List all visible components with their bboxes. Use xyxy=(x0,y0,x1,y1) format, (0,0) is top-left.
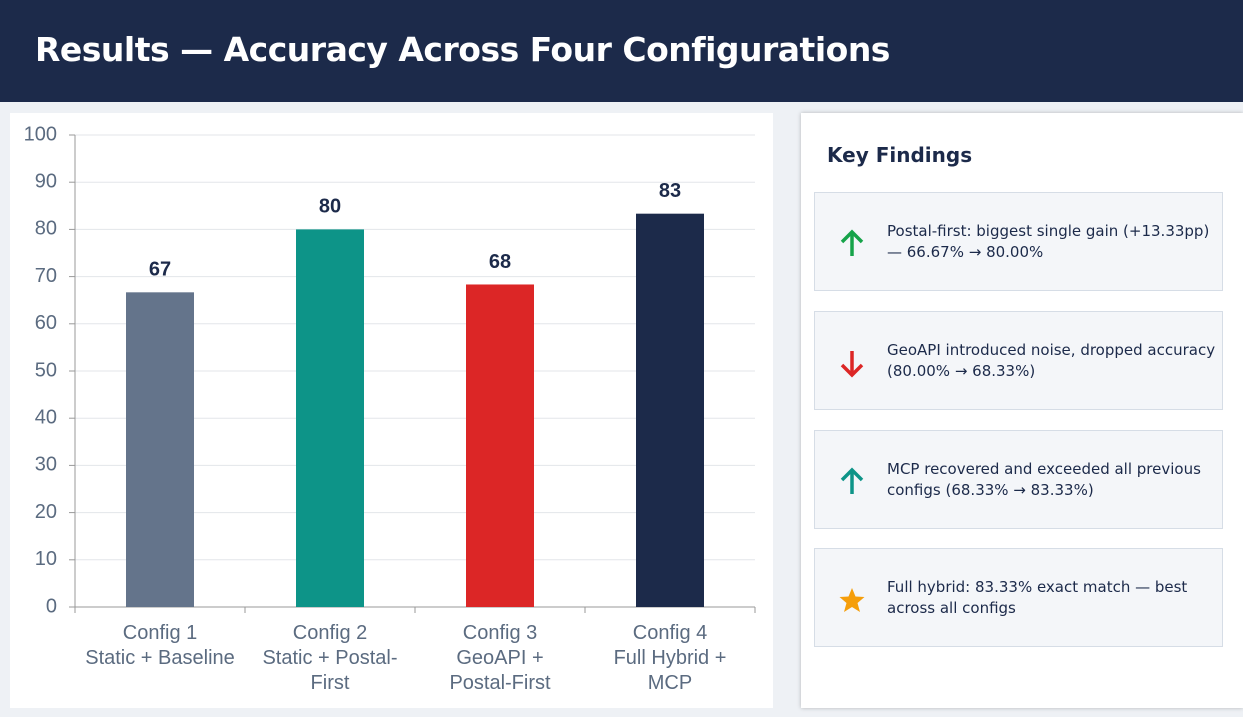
finding-card: GeoAPI introduced noise, dropped accurac… xyxy=(814,311,1223,410)
y-tick-label: 60 xyxy=(35,312,57,334)
y-tick-label: 30 xyxy=(35,454,57,476)
bar xyxy=(126,292,194,607)
value-label: 68 xyxy=(489,251,511,273)
star-icon xyxy=(839,588,865,612)
bar xyxy=(636,213,704,607)
x-tick-label: Config 4 Full Hybrid + MCP xyxy=(613,622,727,694)
bar xyxy=(466,284,534,607)
y-tick-label: 50 xyxy=(35,359,57,381)
value-label: 67 xyxy=(149,259,171,281)
bar xyxy=(296,229,364,607)
y-tick-label: 10 xyxy=(35,548,57,570)
value-label: 83 xyxy=(659,180,681,202)
findings-title: Key Findings xyxy=(827,143,973,167)
up-arrow-icon xyxy=(840,229,864,256)
chart: 0 10 20 30 40 50 60 70 80 90 100 67 80 68 83 xyxy=(24,123,756,617)
x-tick-label: Config 3 GeoAPI + Postal-First xyxy=(449,622,551,694)
chart-panel: 0 10 20 30 40 50 60 70 80 90 100 67 80 68 83 Config 1 … xyxy=(10,113,773,708)
finding-text: MCP recovered and exceeded all previous … xyxy=(887,459,1201,499)
finding-card: Full hybrid: 83.33% exact match — best a… xyxy=(814,548,1223,647)
x-tick-label: Config 1 Static + Baseline xyxy=(85,622,235,669)
y-tick-label: 100 xyxy=(24,123,57,145)
y-tick-label: 20 xyxy=(35,501,57,523)
page-title: Results — Accuracy Across Four Configura… xyxy=(35,30,890,69)
findings-panel: Key Findings Postal-first: biggest singl… xyxy=(801,113,1243,708)
y-tick-label: 40 xyxy=(35,406,57,428)
finding-card: MCP recovered and exceeded all previous … xyxy=(814,430,1223,529)
y-tick-label: 80 xyxy=(35,218,57,240)
y-tick-label: 70 xyxy=(35,265,57,287)
finding-text: Full hybrid: 83.33% exact match — best a… xyxy=(887,577,1188,617)
finding-text: Postal-first: biggest single gain (+13.3… xyxy=(887,221,1210,261)
y-tick-label: 90 xyxy=(35,170,57,192)
finding-text: GeoAPI introduced noise, dropped accurac… xyxy=(887,340,1216,380)
header: Results — Accuracy Across Four Configura… xyxy=(0,0,1243,102)
finding-card: Postal-first: biggest single gain (+13.3… xyxy=(814,192,1223,291)
value-label: 80 xyxy=(319,196,341,218)
y-tick-label: 0 xyxy=(46,595,57,617)
up-arrow-icon xyxy=(840,467,864,494)
down-arrow-icon xyxy=(840,351,864,378)
x-tick-label: Config 2 Static + Postal- First xyxy=(262,622,398,694)
